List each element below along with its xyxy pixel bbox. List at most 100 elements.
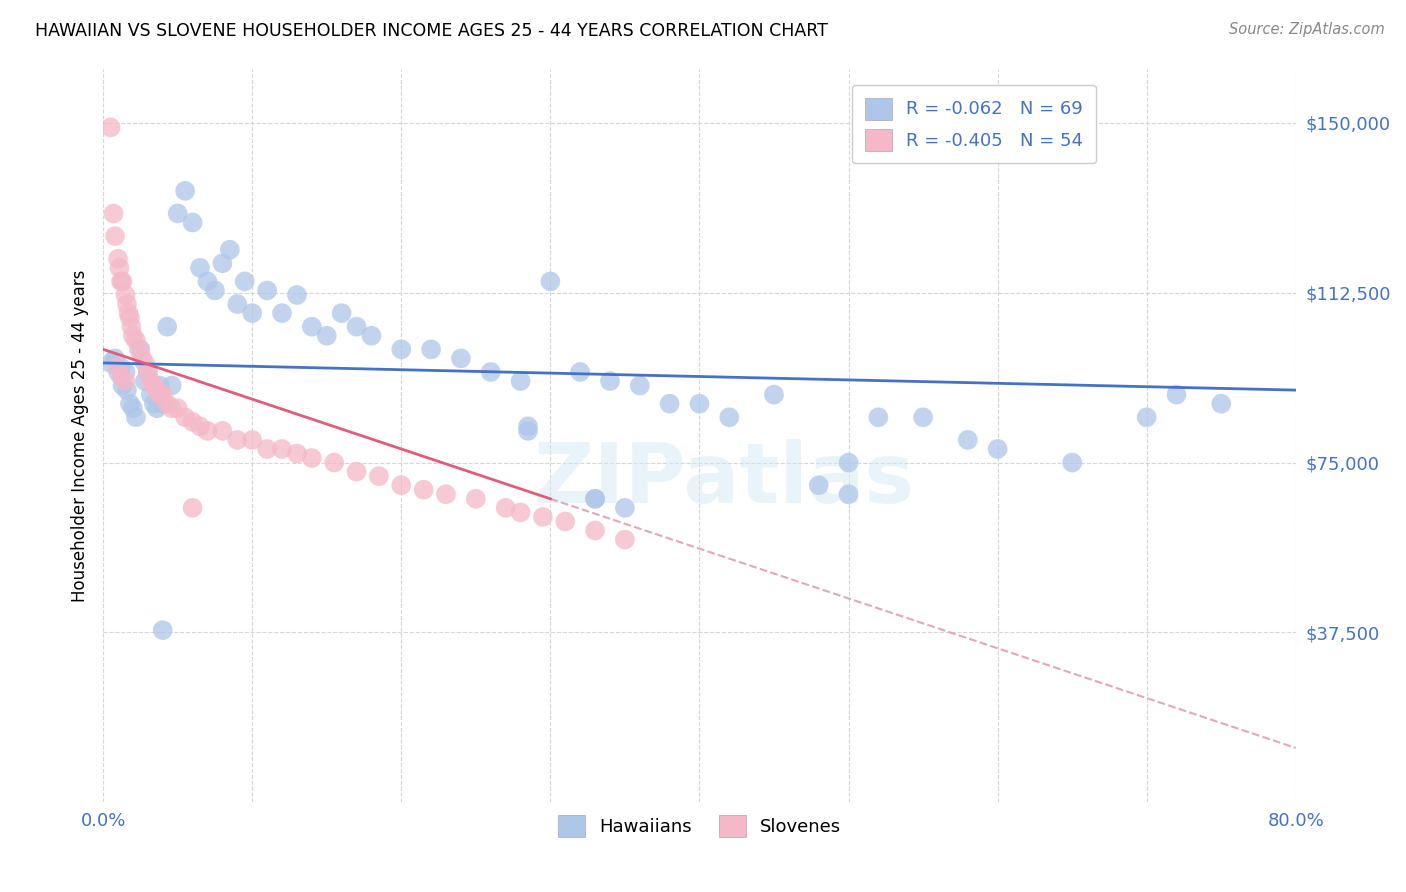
Point (156, 397, 179, 411)
Point (174, 184, 197, 198)
Point (285, 446, 308, 460)
Point (285, 288, 308, 302)
Point (450, 351, 472, 366)
Point (368, 469, 391, 483)
Point (166, 401, 188, 416)
Point (166, 206, 188, 220)
Point (389, 343, 412, 357)
Point (131, 351, 153, 366)
Point (420, 343, 443, 357)
Point (838, 456, 860, 470)
Point (160, 401, 183, 416)
Point (188, 419, 211, 434)
Point (125, 410, 148, 425)
Point (838, 487, 860, 501)
Point (122, 328, 145, 343)
Point (271, 442, 294, 456)
Point (107, 365, 129, 379)
Point (517, 424, 540, 438)
Point (554, 515, 576, 529)
Point (688, 397, 710, 411)
Point (599, 374, 621, 388)
Point (330, 306, 353, 320)
Point (658, 397, 681, 411)
Point (240, 306, 263, 320)
Point (146, 383, 169, 397)
Point (128, 343, 150, 357)
Point (118, 310, 141, 325)
Point (134, 356, 156, 370)
Point (509, 505, 531, 519)
Point (114, 374, 136, 388)
Point (301, 450, 323, 465)
Point (152, 397, 174, 411)
Point (495, 500, 517, 515)
Point (583, 491, 606, 506)
Point (181, 500, 204, 515)
Point (360, 328, 382, 343)
Point (111, 274, 134, 288)
Point (181, 215, 204, 229)
Point (139, 387, 162, 401)
Point (122, 401, 145, 416)
Point (125, 333, 148, 347)
Point (211, 256, 233, 270)
Point (323, 456, 346, 470)
Point (211, 424, 233, 438)
Point (256, 442, 278, 456)
Point (100, 120, 122, 135)
Point (118, 397, 141, 411)
Point (389, 478, 412, 492)
Point (188, 260, 211, 275)
Point (152, 623, 174, 637)
Point (956, 433, 979, 447)
Point (111, 378, 134, 392)
Point (100, 356, 122, 370)
Point (807, 478, 830, 492)
Point (1062, 456, 1084, 470)
Point (104, 351, 127, 366)
Point (107, 360, 129, 375)
Point (718, 410, 741, 425)
Point (160, 378, 183, 392)
Point (152, 387, 174, 401)
Point (412, 483, 434, 497)
Point (110, 369, 132, 384)
Point (912, 410, 935, 425)
Point (156, 319, 179, 334)
Point (346, 465, 368, 479)
Point (628, 378, 651, 392)
Text: Source: ZipAtlas.com: Source: ZipAtlas.com (1229, 22, 1385, 37)
Text: HAWAIIAN VS SLOVENE HOUSEHOLDER INCOME AGES 25 - 44 YEARS CORRELATION CHART: HAWAIIAN VS SLOVENE HOUSEHOLDER INCOME A… (35, 22, 828, 40)
Point (517, 419, 540, 434)
Point (149, 387, 172, 401)
Point (613, 533, 636, 547)
Point (538, 274, 561, 288)
Point (987, 442, 1010, 456)
Point (464, 491, 486, 506)
Point (479, 365, 502, 379)
Point (226, 433, 249, 447)
Point (204, 284, 226, 298)
Legend: Hawaiians, Slovenes: Hawaiians, Slovenes (550, 808, 849, 845)
Point (271, 306, 294, 320)
Point (346, 319, 368, 334)
Point (104, 229, 127, 244)
Point (256, 284, 278, 298)
Point (301, 319, 323, 334)
Point (110, 274, 132, 288)
Point (114, 288, 136, 302)
Point (149, 378, 172, 392)
Point (146, 401, 169, 416)
Y-axis label: Householder Income Ages 25 - 44 years: Householder Income Ages 25 - 44 years (72, 269, 89, 601)
Point (181, 415, 204, 429)
Point (114, 365, 136, 379)
Point (762, 387, 785, 401)
Point (129, 343, 152, 357)
Point (108, 260, 131, 275)
Point (142, 397, 165, 411)
Point (613, 500, 636, 515)
Point (1166, 387, 1188, 401)
Point (120, 319, 142, 334)
Point (197, 274, 219, 288)
